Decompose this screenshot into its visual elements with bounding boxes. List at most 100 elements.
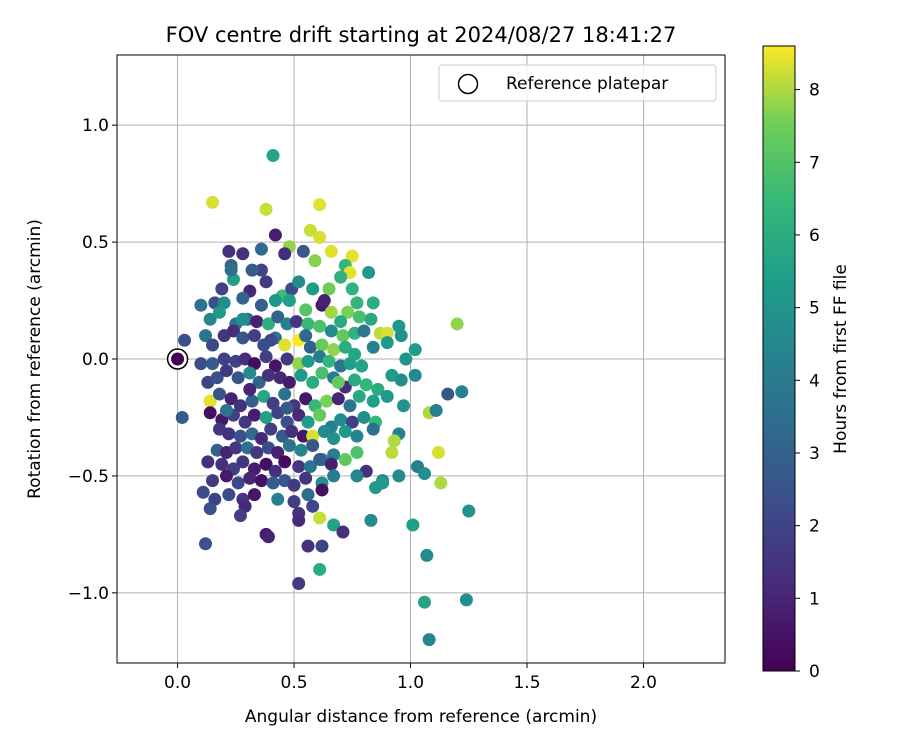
data-point: [257, 389, 271, 403]
data-point: [212, 387, 226, 401]
data-point: [266, 149, 280, 163]
data-point: [247, 408, 261, 422]
data-point: [371, 382, 385, 396]
data-point: [315, 483, 329, 497]
grid: [117, 55, 725, 663]
data-point: [282, 294, 296, 308]
data-point: [343, 357, 357, 371]
data-point: [254, 242, 268, 256]
data-point: [238, 415, 252, 429]
data-point: [301, 354, 315, 368]
reference-point: [166, 348, 189, 370]
data-point: [194, 357, 208, 371]
data-point: [233, 399, 247, 413]
data-point: [224, 263, 238, 277]
data-point: [462, 504, 476, 518]
data-point: [357, 324, 371, 338]
data-point: [308, 254, 322, 268]
data-point: [459, 593, 473, 607]
data-point: [264, 333, 278, 347]
data-point: [252, 375, 266, 389]
data-point: [327, 432, 341, 446]
data-point: [287, 478, 301, 492]
x-tick-label: 0.0: [164, 673, 191, 693]
x-axis-label: Angular distance from reference (arcmin): [245, 707, 597, 727]
data-point: [366, 422, 380, 436]
data-point: [336, 525, 350, 539]
data-point: [441, 387, 455, 401]
y-axis-label: Rotation from reference (arcmin): [25, 219, 45, 499]
data-point: [264, 422, 278, 436]
data-point: [236, 291, 250, 305]
colorbar-ticks: 0 1 2 3 4 5 6 7 8: [795, 81, 820, 682]
data-point: [350, 446, 364, 460]
data-point: [259, 410, 273, 424]
data-point: [301, 317, 315, 331]
data-point: [233, 509, 247, 523]
data-point: [201, 455, 215, 469]
data-point: [343, 399, 357, 413]
data-point: [320, 394, 334, 408]
data-point: [399, 352, 413, 366]
data-point: [250, 446, 264, 460]
data-point: [417, 595, 431, 609]
data-point: [278, 455, 292, 469]
data-point: [301, 415, 315, 429]
data-point: [292, 513, 306, 527]
data-point: [338, 453, 352, 467]
data-point: [268, 294, 282, 308]
data-point: [324, 324, 338, 338]
data-point: [350, 469, 364, 483]
data-point: [294, 368, 308, 382]
legend-box: [438, 64, 717, 102]
data-point: [345, 282, 359, 296]
data-point: [322, 354, 336, 368]
data-point: [210, 371, 224, 385]
data-point: [313, 562, 327, 576]
data-point: [315, 539, 329, 553]
data-point: [306, 282, 320, 296]
x-tick-label: 1.5: [513, 673, 540, 693]
data-point: [364, 312, 378, 326]
legend-marker-icon: [457, 73, 479, 95]
data-point: [203, 502, 217, 516]
data-point: [296, 429, 310, 443]
data-point: [380, 336, 394, 350]
data-point: [338, 424, 352, 438]
data-point: [397, 399, 411, 413]
x-tick-label: 2.0: [630, 673, 657, 693]
data-point: [380, 326, 394, 340]
data-point: [278, 387, 292, 401]
y-tick-label: −0.5: [68, 467, 109, 487]
data-point: [327, 469, 341, 483]
legend-entry-reference: Reference platepar: [506, 74, 668, 94]
data-point: [306, 429, 320, 443]
data-point: [355, 359, 369, 373]
colorbar-tick-label: 4: [809, 371, 820, 391]
colorbar-tick-label: 2: [809, 517, 820, 537]
data-points: [175, 149, 476, 647]
x-axis-ticks: 0.0 0.5 1.0 1.5 2.0: [164, 663, 657, 693]
data-point: [429, 403, 443, 417]
data-point: [338, 340, 352, 354]
data-point: [334, 315, 348, 329]
data-point: [259, 457, 273, 471]
data-point: [313, 198, 327, 212]
y-tick-label: 0.0: [82, 350, 109, 370]
data-point: [362, 265, 376, 279]
data-point: [345, 415, 359, 429]
data-point: [387, 434, 401, 448]
colorbar-tick-label: 6: [809, 226, 820, 246]
data-point: [206, 338, 220, 352]
data-point: [380, 389, 394, 403]
reference-marker-dot: [171, 352, 185, 366]
data-point: [324, 305, 338, 319]
data-point: [271, 446, 285, 460]
data-point: [222, 427, 236, 441]
data-point: [217, 352, 231, 366]
data-point: [394, 373, 408, 387]
data-point: [327, 343, 341, 357]
data-point: [278, 247, 292, 261]
data-point: [315, 338, 329, 352]
